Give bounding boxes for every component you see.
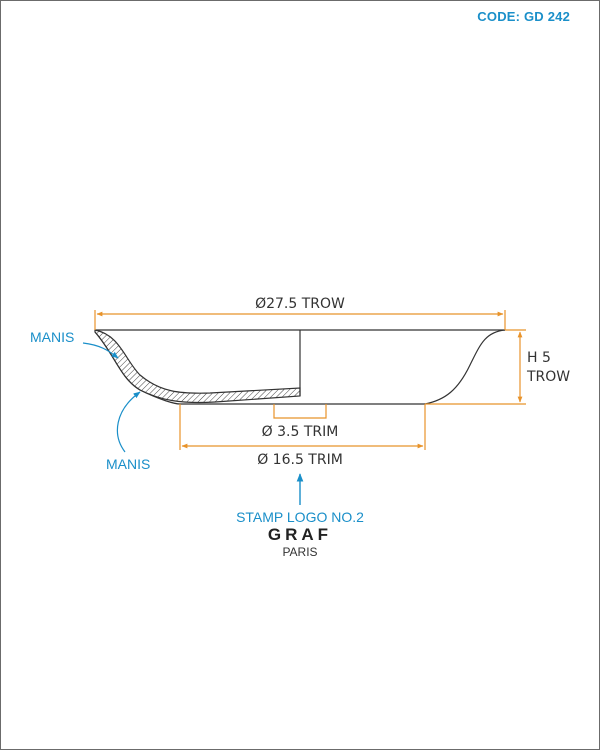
manis-label-bottom: MANIS — [106, 456, 151, 472]
right-profile — [424, 329, 506, 405]
curved-arrow-icon — [82, 342, 119, 359]
outer-diameter-label: Ø27.5 TROW — [255, 296, 345, 312]
curved-arrow-icon — [116, 391, 141, 453]
height-label-1: H 5 — [527, 350, 551, 366]
inner-trim-box — [273, 404, 327, 419]
stamp-logo-brand: GRAF — [267, 525, 333, 544]
section-wall — [94, 329, 301, 404]
height-label-2: TROW — [526, 369, 570, 385]
product-code: CODE: GD 242 — [477, 9, 570, 24]
manis-label-top: MANIS — [30, 329, 75, 345]
stamp-logo-city: PARIS — [282, 545, 318, 559]
stamp-label: STAMP LOGO NO.2 — [236, 509, 364, 525]
inner-trim-label: Ø 3.5 TRIM — [262, 424, 339, 440]
foot-trim-label: Ø 16.5 TRIM — [257, 452, 343, 468]
